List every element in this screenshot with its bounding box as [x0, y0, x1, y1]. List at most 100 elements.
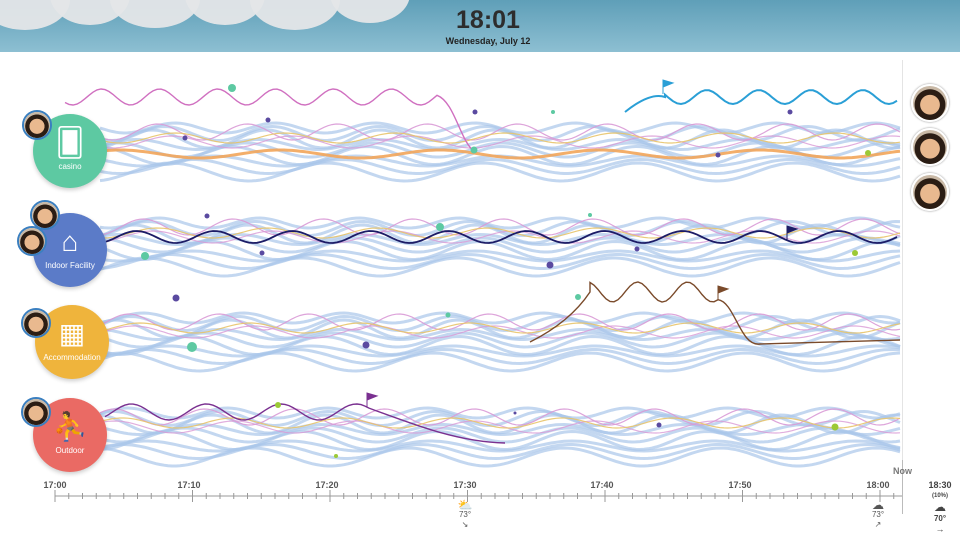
activity-stream-band: [99, 144, 901, 167]
activity-stream-line: [99, 322, 901, 334]
activity-stream-band: [99, 446, 901, 468]
highlight-stream-purple: [104, 403, 506, 444]
person-avatar[interactable]: [911, 84, 949, 122]
axis-tick-label: 17:00: [43, 480, 67, 490]
event-dot[interactable]: [141, 252, 149, 260]
cloud-icon: ☁: [934, 500, 946, 514]
event-dot[interactable]: [472, 109, 478, 115]
category-indoor-facility[interactable]: ⌂ Indoor Facility: [33, 213, 107, 287]
activity-stream-line: [99, 417, 901, 429]
activity-stream-band: [99, 256, 901, 278]
person-avatar[interactable]: [22, 110, 52, 140]
event-dot[interactable]: [634, 246, 640, 252]
activity-stream-band: [99, 331, 901, 349]
forecast-temp: 70°: [933, 514, 947, 523]
activity-stream-line: [99, 325, 901, 339]
activity-stream-band: [99, 249, 901, 263]
activity-stream-band: [99, 344, 901, 358]
forecast-1830: 18:30 (10%) ☁ 70° →: [928, 480, 951, 535]
person-avatar[interactable]: [17, 226, 47, 256]
event-dot[interactable]: [656, 422, 662, 428]
activity-stream-band: [99, 239, 901, 262]
event-dot[interactable]: [275, 402, 281, 408]
event-dot[interactable]: [852, 250, 858, 256]
event-dot[interactable]: [575, 294, 581, 300]
cloud-icon: ☁: [871, 498, 884, 512]
now-line: [902, 460, 903, 514]
activity-stream-band: [99, 216, 901, 230]
person-avatar[interactable]: [21, 308, 51, 338]
playing-card-icon: 🂠: [55, 127, 85, 158]
activity-stream-band: [99, 422, 901, 437]
event-dot[interactable]: [445, 312, 451, 318]
event-dot[interactable]: [334, 454, 338, 458]
event-dot[interactable]: [172, 294, 180, 302]
flag-marker-icon[interactable]: [786, 225, 799, 240]
activity-stream-band: [99, 314, 901, 333]
event-dot[interactable]: [787, 109, 793, 115]
activity-stream-line: [99, 123, 901, 141]
category-label: Indoor Facility: [45, 261, 95, 270]
flag-marker-icon[interactable]: [366, 392, 379, 407]
category-label: casino: [58, 162, 82, 171]
cloud-decoration: [330, 0, 410, 23]
activity-stream-line: [99, 408, 901, 426]
event-dot[interactable]: [182, 135, 188, 141]
category-label: Accommodation: [43, 353, 101, 362]
weather-1800: ☁ 73° ↗: [871, 498, 884, 530]
event-dot[interactable]: [546, 261, 554, 269]
event-dot[interactable]: [588, 213, 592, 217]
activity-stream-line: [99, 132, 901, 144]
person-avatar[interactable]: [21, 397, 51, 427]
person-avatar[interactable]: [911, 128, 949, 166]
building-icon: ▦: [58, 318, 86, 349]
axis-tick-label: 17:50: [728, 480, 752, 490]
category-label: Outdoor: [55, 446, 85, 455]
flag-marker-icon[interactable]: [662, 79, 675, 94]
event-dot[interactable]: [228, 84, 236, 92]
event-dot[interactable]: [513, 411, 517, 415]
event-dot[interactable]: [865, 150, 871, 156]
people-sidebar: [902, 60, 960, 460]
clock-date: Wednesday, July 12: [445, 36, 531, 46]
highlight-stream-casino: [64, 88, 476, 153]
event-dot[interactable]: [831, 423, 839, 431]
event-dot[interactable]: [362, 341, 370, 349]
wind-arrow-icon: →: [935, 524, 945, 534]
person-avatar[interactable]: [30, 200, 60, 230]
activity-stream-line: [99, 218, 901, 236]
event-dot[interactable]: [470, 146, 478, 154]
axis-tick-label: 17:10: [177, 480, 201, 490]
event-dot[interactable]: [204, 213, 210, 219]
header-bar: 18:01 Wednesday, July 12: [0, 0, 960, 52]
activity-stream-line: [99, 420, 901, 434]
activity-stream-band: [99, 334, 901, 357]
activity-stream-line: [99, 135, 901, 149]
event-dot[interactable]: [551, 110, 555, 114]
event-dot[interactable]: [715, 152, 721, 158]
axis-tick-label: 17:40: [590, 480, 614, 490]
flag-marker-icon[interactable]: [717, 285, 730, 300]
activity-stream-band: [99, 161, 901, 183]
clock-time: 18:01: [456, 6, 520, 34]
forecast-precip: (10%): [931, 493, 948, 499]
event-dot[interactable]: [436, 223, 444, 231]
weather-1730: ⛅ 73° ↘: [458, 499, 473, 530]
activity-stream-line: [99, 227, 901, 239]
weather-temp: 73°: [458, 510, 472, 519]
highlight-stream-navy: [104, 230, 898, 244]
event-dot[interactable]: [259, 250, 265, 256]
event-dot[interactable]: [187, 342, 197, 352]
wind-arrow-icon: ↗: [874, 520, 882, 529]
wind-arrow-icon: ↘: [461, 520, 469, 529]
activity-streams-chart: [64, 79, 901, 468]
highlight-stream-brown: [529, 281, 901, 345]
activity-stream-band: [99, 252, 901, 271]
forecast-time: 18:30: [928, 480, 952, 490]
person-avatar[interactable]: [911, 173, 949, 211]
activity-stream-line: [99, 148, 901, 160]
event-dot[interactable]: [265, 117, 271, 123]
activity-stream-line: [99, 313, 901, 331]
time-axis: [54, 490, 902, 502]
axis-tick-label: 17:20: [315, 480, 339, 490]
